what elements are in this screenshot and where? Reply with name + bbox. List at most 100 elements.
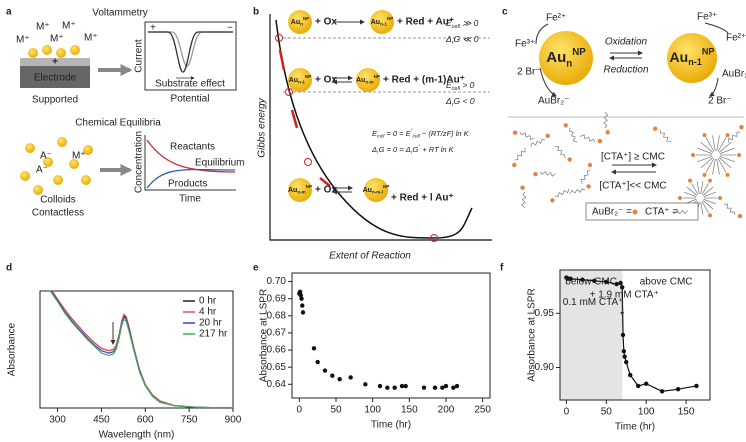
- data-point: [377, 383, 383, 389]
- legend-label: 4 hr: [199, 307, 217, 318]
- ion-label: M⁺: [16, 35, 30, 46]
- condition: ΔrG = 0 = ΔrG° + RT ln K: [371, 144, 455, 156]
- colloid: [43, 157, 53, 167]
- x-tick-label: 150: [401, 405, 418, 416]
- surfactant: [569, 127, 578, 143]
- text-part: Δ: [371, 145, 377, 154]
- text-part: > 0: [460, 80, 475, 90]
- ion-label: M⁺: [62, 21, 76, 32]
- text-part: Au: [670, 49, 689, 65]
- axis-label: Potential: [171, 94, 210, 105]
- text-part: + RT ln K: [420, 145, 454, 154]
- state-marker: [275, 34, 283, 42]
- text-part: Δ: [445, 34, 452, 44]
- legend-swatch: [671, 209, 688, 215]
- micelle-chain: [683, 191, 697, 197]
- data-point: [432, 385, 438, 390]
- species-label: 2 Br⁻: [517, 67, 541, 78]
- legend-label: CTA⁺ =: [645, 207, 678, 218]
- electrode-label: Electrode: [34, 73, 77, 84]
- surfactant: [603, 112, 609, 129]
- highlight: [278, 49, 331, 187]
- data-point: [618, 280, 623, 286]
- surfactant: [521, 191, 527, 208]
- curve-label: Equilibrium: [195, 158, 244, 169]
- micelle-chain: [716, 158, 720, 175]
- axis-label: Concentration: [134, 131, 145, 193]
- species-label: Fe²⁺: [726, 33, 746, 44]
- micelle-chain: [716, 135, 720, 152]
- x-tick-label: 300: [49, 415, 66, 426]
- y-tick-label: 0.66: [267, 345, 287, 356]
- anion: [725, 172, 730, 177]
- metal-particle: [28, 48, 38, 58]
- data-point: [454, 383, 460, 389]
- micelle-chain: [719, 147, 735, 154]
- data-point: [614, 281, 619, 287]
- annotation: 0.1 mM CTA⁺: [563, 297, 624, 308]
- text-part: n-1: [298, 80, 305, 85]
- axis-label: Time: [179, 194, 201, 205]
- data-point: [443, 383, 449, 389]
- energy-curve: [275, 19, 473, 239]
- text-part: Au: [371, 19, 380, 26]
- text-part: Au: [289, 77, 298, 84]
- reaction-arrow: [535, 23, 556, 96]
- text-part: = 0 = E: [384, 129, 411, 138]
- anion: [702, 133, 707, 138]
- text-part: E: [372, 129, 378, 138]
- micelle-chain: [700, 201, 704, 215]
- data-point: [299, 296, 304, 301]
- text-part: n-m: [297, 190, 305, 195]
- species-label: AuBr₂⁻: [538, 96, 569, 107]
- data-point: [451, 385, 456, 390]
- anion: [605, 130, 610, 135]
- particle-label: Aun-1NP: [289, 74, 312, 84]
- y-tick-label: 0.95: [535, 308, 555, 319]
- anion: [691, 153, 695, 157]
- data-point: [311, 346, 317, 351]
- text-part: cell: [452, 86, 461, 92]
- anion: [739, 125, 744, 130]
- y-axis-label: Absorbance: [7, 322, 18, 376]
- section-title: Voltammetry: [92, 8, 148, 19]
- data-point: [403, 383, 408, 389]
- data-point: [363, 382, 368, 387]
- anion: [708, 213, 712, 218]
- micelle-chain: [705, 137, 715, 152]
- shaded-region: [560, 270, 623, 400]
- data-point: [624, 359, 629, 365]
- legend-swatch: [632, 209, 638, 215]
- text-part: NP: [303, 16, 309, 21]
- y-axis-label: Absorbance at LSPR: [259, 289, 270, 382]
- anion: [587, 162, 593, 168]
- legend-label: 20 hr: [199, 318, 222, 329]
- anion: [725, 133, 730, 138]
- micelle-chain: [705, 158, 715, 173]
- text-part: G ≪ 0: [454, 34, 479, 44]
- anion: [737, 213, 743, 219]
- y-tick-label: 0.68: [267, 310, 287, 321]
- micelle-chain: [703, 199, 717, 205]
- axes: [269, 14, 492, 241]
- condition-label: [CTA⁺]<< CMC: [599, 181, 666, 192]
- surfactant: [580, 134, 596, 143]
- reactant-curve: [146, 139, 236, 173]
- sign: +: [150, 23, 156, 34]
- text-part: Au: [288, 187, 297, 194]
- caption: Contactless: [32, 208, 84, 219]
- text-part: cell: [413, 134, 421, 140]
- micelle-chain: [718, 157, 732, 169]
- inset-axes: [144, 135, 236, 191]
- data-point: [421, 385, 427, 390]
- reaction-arrow: [704, 22, 729, 96]
- micelle-chain: [700, 181, 704, 195]
- x-tick-label: 0: [297, 405, 303, 416]
- text-part: Au: [363, 187, 372, 194]
- nanoparticle: [288, 178, 312, 202]
- surfactant: [539, 170, 556, 177]
- micelle-chain: [712, 158, 716, 175]
- micelle-chain: [700, 157, 714, 169]
- data-point: [568, 276, 573, 281]
